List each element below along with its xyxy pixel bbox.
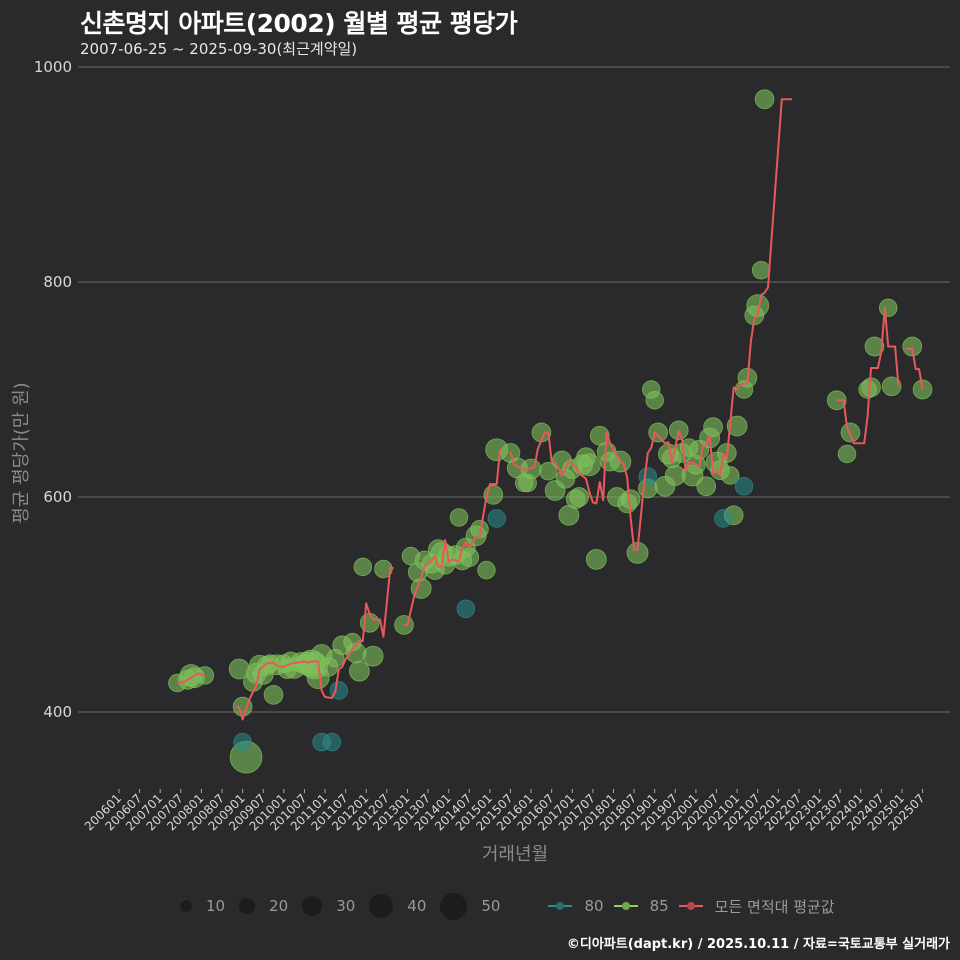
data-point-85 — [864, 336, 885, 357]
data-point-80 — [734, 477, 754, 496]
y-tick-label: 600 — [43, 488, 72, 506]
size-circle-icon — [440, 892, 468, 920]
series-legend-item: 85 — [613, 897, 669, 915]
average-line-segment — [177, 672, 206, 684]
y-tick-label: 400 — [43, 703, 72, 721]
size-circle-icon — [180, 900, 192, 912]
series-legend-label: 80 — [584, 897, 604, 915]
data-point-85 — [263, 684, 284, 705]
size-legend-item: 30 — [302, 896, 355, 916]
size-legend-item: 40 — [369, 894, 426, 918]
size-circle-icon — [369, 894, 394, 918]
size-legend-label: 50 — [481, 897, 501, 915]
series-legend-item: 80 — [548, 897, 604, 915]
source-footer: ©디아파트(dapt.kr) / 2025.10.11 / 자료=국토교통부 실… — [566, 937, 950, 952]
size-legend: 10 20 30 40 50 — [180, 892, 514, 920]
size-circle-icon — [302, 896, 323, 916]
size-legend-item: 20 — [239, 897, 288, 915]
legend: 10 20 30 40 50 80 85 모든 면적대 평균값 — [180, 892, 845, 920]
size-legend-label: 20 — [269, 897, 289, 915]
data-point-85 — [721, 466, 740, 485]
size-legend-label: 10 — [206, 897, 226, 915]
data-point-80 — [638, 467, 658, 486]
data-point-85 — [449, 508, 469, 527]
chart-subtitle: 2007-06-25 ~ 2025-09-30(최근계약일) — [80, 40, 358, 58]
average-line — [177, 98, 924, 721]
data-point-85 — [539, 461, 558, 481]
data-point-85 — [881, 376, 902, 397]
line-marker-icon — [678, 902, 703, 910]
data-point-85 — [902, 336, 923, 357]
series-legend-label: 85 — [649, 897, 669, 915]
size-legend-label: 40 — [407, 897, 427, 915]
data-point-80 — [233, 732, 252, 752]
average-line-segment — [509, 98, 793, 551]
data-point-85 — [620, 489, 641, 509]
average-line-segment — [836, 306, 900, 445]
scatter-points — [168, 89, 933, 774]
data-point-80 — [322, 732, 342, 752]
average-line-segment — [404, 448, 502, 626]
data-point-85 — [374, 559, 393, 579]
data-point-85 — [754, 89, 775, 110]
data-point-85 — [746, 294, 770, 318]
data-point-85 — [878, 298, 898, 318]
size-legend-label: 30 — [336, 897, 356, 915]
size-circle-icon — [239, 898, 256, 914]
data-point-85 — [645, 391, 664, 410]
line-marker-icon — [613, 902, 638, 910]
data-point-80 — [487, 509, 506, 528]
series-legend: 80 85 모든 면적대 평균값 — [548, 896, 844, 917]
data-point-85 — [470, 520, 489, 539]
data-point-85 — [362, 645, 384, 667]
data-point-85 — [703, 417, 723, 437]
size-legend-item: 50 — [440, 892, 501, 920]
data-point-85 — [648, 422, 668, 443]
series-legend-item: 모든 면적대 평균값 — [678, 896, 835, 917]
data-point-85 — [477, 560, 496, 580]
average-line-segment — [905, 347, 924, 390]
data-point-85 — [726, 415, 748, 437]
data-point-85 — [696, 476, 717, 497]
data-point-80 — [714, 509, 733, 528]
data-point-85 — [353, 557, 373, 577]
data-point-85 — [578, 453, 601, 477]
chart-title: 신촌명지 아파트(2002) 월별 평균 평당가 — [80, 9, 518, 38]
average-line-segment — [235, 567, 394, 721]
y-tick-label: 800 — [43, 273, 72, 291]
line-marker-icon — [548, 902, 573, 910]
data-point-85 — [348, 660, 370, 682]
data-point-85 — [751, 260, 771, 280]
x-axis-label: 거래년월 — [481, 844, 549, 865]
data-point-85 — [840, 422, 861, 443]
data-point-85 — [569, 487, 589, 507]
data-point-80 — [456, 599, 476, 619]
data-point-85 — [837, 444, 857, 464]
series-legend-label: 모든 면적대 평균값 — [714, 897, 835, 916]
data-point-85 — [668, 420, 689, 441]
y-tick-label: 1000 — [34, 58, 72, 76]
data-point-85 — [585, 548, 607, 570]
size-legend-item: 10 — [180, 897, 225, 915]
